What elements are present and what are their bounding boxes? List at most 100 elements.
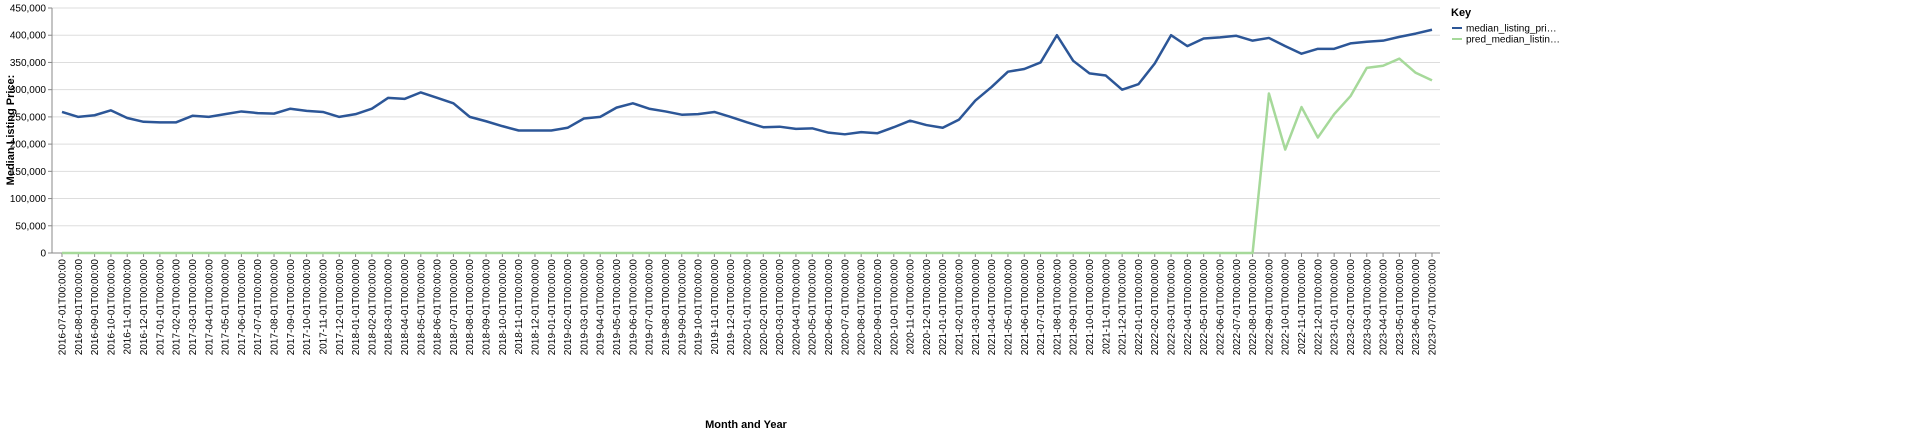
- x-tick-label: 2016-12-01T00:00:00: [139, 259, 150, 356]
- x-tick-label: 2021-03-01T00:00:00: [971, 259, 982, 356]
- x-tick-label: 2018-02-01T00:00:00: [367, 259, 378, 356]
- x-tick-label: 2019-04-01T00:00:00: [596, 259, 607, 356]
- y-tick-label: 250,000: [10, 112, 47, 123]
- x-axis-title: Month and Year: [705, 419, 787, 431]
- x-tick-label: 2021-10-01T00:00:00: [1085, 259, 1096, 356]
- y-tick-label: 100,000: [10, 194, 47, 205]
- x-tick-label: 2018-11-01T00:00:00: [514, 259, 525, 355]
- y-axis-title: Median Listing Price:: [5, 75, 17, 186]
- x-tick-label: 2020-07-01T00:00:00: [840, 259, 851, 356]
- x-tick-label: 2018-03-01T00:00:00: [384, 259, 395, 356]
- y-tick-label: 300,000: [10, 85, 47, 96]
- x-tick-label: 2019-12-01T00:00:00: [726, 259, 737, 356]
- x-tick-label: 2016-08-01T00:00:00: [74, 259, 85, 356]
- y-tick-label: 450,000: [10, 4, 47, 15]
- x-tick-label: 2021-01-01T00:00:00: [938, 259, 949, 356]
- x-tick-label: 2019-01-01T00:00:00: [547, 259, 558, 356]
- x-tick-label: 2019-09-01T00:00:00: [677, 259, 688, 356]
- x-tick-label: 2016-10-01T00:00:00: [106, 259, 117, 356]
- x-tick-label: 2018-09-01T00:00:00: [482, 259, 493, 356]
- x-tick-label: 2017-05-01T00:00:00: [221, 259, 232, 356]
- x-tick-label: 2019-11-01T00:00:00: [710, 259, 721, 355]
- series-line: [62, 57, 1433, 255]
- x-tick-label: 2021-05-01T00:00:00: [1003, 259, 1014, 356]
- x-tick-label: 2023-03-01T00:00:00: [1362, 259, 1373, 356]
- x-tick-label: 2020-09-01T00:00:00: [873, 259, 884, 356]
- x-tick-label: 2019-08-01T00:00:00: [661, 259, 672, 356]
- x-tick-label: 2020-08-01T00:00:00: [857, 259, 868, 356]
- x-tick-label: 2017-03-01T00:00:00: [188, 259, 199, 356]
- x-tick-label: 2022-12-01T00:00:00: [1313, 259, 1324, 356]
- x-tick-label: 2022-08-01T00:00:00: [1248, 259, 1259, 356]
- x-tick-label: 2022-07-01T00:00:00: [1232, 259, 1243, 356]
- y-tick-label: 0: [40, 249, 46, 260]
- x-tick-label: 2017-06-01T00:00:00: [237, 259, 248, 356]
- x-tick-label: 2017-11-01T00:00:00: [318, 259, 329, 355]
- x-tick-label: 2022-09-01T00:00:00: [1264, 259, 1275, 356]
- x-tick-label: 2022-03-01T00:00:00: [1167, 259, 1178, 356]
- y-tick-label: 50,000: [15, 221, 46, 232]
- x-tick-label: 2017-12-01T00:00:00: [335, 259, 346, 356]
- x-tick-label: 2023-02-01T00:00:00: [1346, 259, 1357, 356]
- y-tick-label: 200,000: [10, 140, 47, 151]
- x-tick-label: 2020-04-01T00:00:00: [791, 259, 802, 356]
- legend-label: median_listing_pri…: [1466, 24, 1557, 35]
- x-tick-label: 2022-10-01T00:00:00: [1281, 259, 1292, 356]
- x-tick-label: 2023-04-01T00:00:00: [1379, 259, 1390, 356]
- x-tick-label: 2022-11-01T00:00:00: [1297, 259, 1308, 355]
- x-tick-label: 2020-11-01T00:00:00: [906, 259, 917, 355]
- x-tick-label: 2022-02-01T00:00:00: [1150, 259, 1161, 356]
- x-tick-label: 2018-08-01T00:00:00: [465, 259, 476, 356]
- legend-title: Key: [1451, 7, 1472, 19]
- legend-label: pred_median_listin…: [1466, 35, 1560, 46]
- x-tick-label: 2019-07-01T00:00:00: [645, 259, 656, 356]
- x-tick-label: 2022-04-01T00:00:00: [1183, 259, 1194, 356]
- x-tick-label: 2020-06-01T00:00:00: [824, 259, 835, 356]
- x-tick-label: 2023-06-01T00:00:00: [1411, 259, 1422, 356]
- x-tick-label: 2020-02-01T00:00:00: [759, 259, 770, 356]
- x-tick-label: 2020-05-01T00:00:00: [808, 259, 819, 356]
- x-tick-label: 2017-04-01T00:00:00: [204, 259, 215, 356]
- x-tick-label: 2019-03-01T00:00:00: [579, 259, 590, 356]
- x-tick-label: 2018-04-01T00:00:00: [400, 259, 411, 356]
- y-tick-label: 350,000: [10, 58, 47, 69]
- x-tick-label: 2017-10-01T00:00:00: [302, 259, 313, 356]
- x-tick-label: 2023-05-01T00:00:00: [1395, 259, 1406, 356]
- x-tick-label: 2021-02-01T00:00:00: [955, 259, 966, 356]
- x-tick-label: 2017-01-01T00:00:00: [155, 259, 166, 356]
- x-tick-label: 2018-05-01T00:00:00: [416, 259, 427, 356]
- x-tick-label: 2020-12-01T00:00:00: [922, 259, 933, 356]
- x-tick-label: 2016-09-01T00:00:00: [90, 259, 101, 356]
- x-tick-label: 2021-12-01T00:00:00: [1118, 259, 1129, 356]
- x-tick-label: 2023-07-01T00:00:00: [1428, 259, 1439, 356]
- x-tick-label: 2021-04-01T00:00:00: [987, 259, 998, 356]
- x-tick-label: 2022-01-01T00:00:00: [1134, 259, 1145, 356]
- x-tick-label: 2022-05-01T00:00:00: [1199, 259, 1210, 356]
- x-tick-label: 2019-05-01T00:00:00: [612, 259, 623, 356]
- x-tick-label: 2020-03-01T00:00:00: [775, 259, 786, 356]
- x-tick-label: 2020-01-01T00:00:00: [743, 259, 754, 356]
- x-tick-label: 2023-01-01T00:00:00: [1330, 259, 1341, 356]
- x-tick-label: 2017-08-01T00:00:00: [270, 259, 281, 356]
- x-tick-label: 2022-06-01T00:00:00: [1215, 259, 1226, 356]
- x-tick-label: 2017-09-01T00:00:00: [286, 259, 297, 356]
- x-tick-label: 2020-10-01T00:00:00: [889, 259, 900, 356]
- x-tick-label: 2018-07-01T00:00:00: [449, 259, 460, 356]
- x-tick-label: 2021-11-01T00:00:00: [1101, 259, 1112, 355]
- x-tick-label: 2017-07-01T00:00:00: [253, 259, 264, 356]
- x-tick-label: 2018-12-01T00:00:00: [530, 259, 541, 356]
- x-tick-label: 2019-06-01T00:00:00: [628, 259, 639, 356]
- series-line: [61, 28, 1433, 136]
- x-tick-label: 2018-01-01T00:00:00: [351, 259, 362, 356]
- x-tick-label: 2018-10-01T00:00:00: [498, 259, 509, 356]
- y-tick-label: 150,000: [10, 167, 47, 178]
- x-tick-label: 2016-11-01T00:00:00: [123, 259, 134, 355]
- x-tick-label: 2021-09-01T00:00:00: [1069, 259, 1080, 356]
- x-tick-label: 2021-07-01T00:00:00: [1036, 259, 1047, 356]
- x-tick-label: 2018-06-01T00:00:00: [433, 259, 444, 356]
- y-tick-label: 400,000: [10, 31, 47, 42]
- x-tick-label: 2021-08-01T00:00:00: [1052, 259, 1063, 356]
- x-tick-label: 2016-07-01T00:00:00: [58, 259, 69, 356]
- x-tick-label: 2021-06-01T00:00:00: [1020, 259, 1031, 356]
